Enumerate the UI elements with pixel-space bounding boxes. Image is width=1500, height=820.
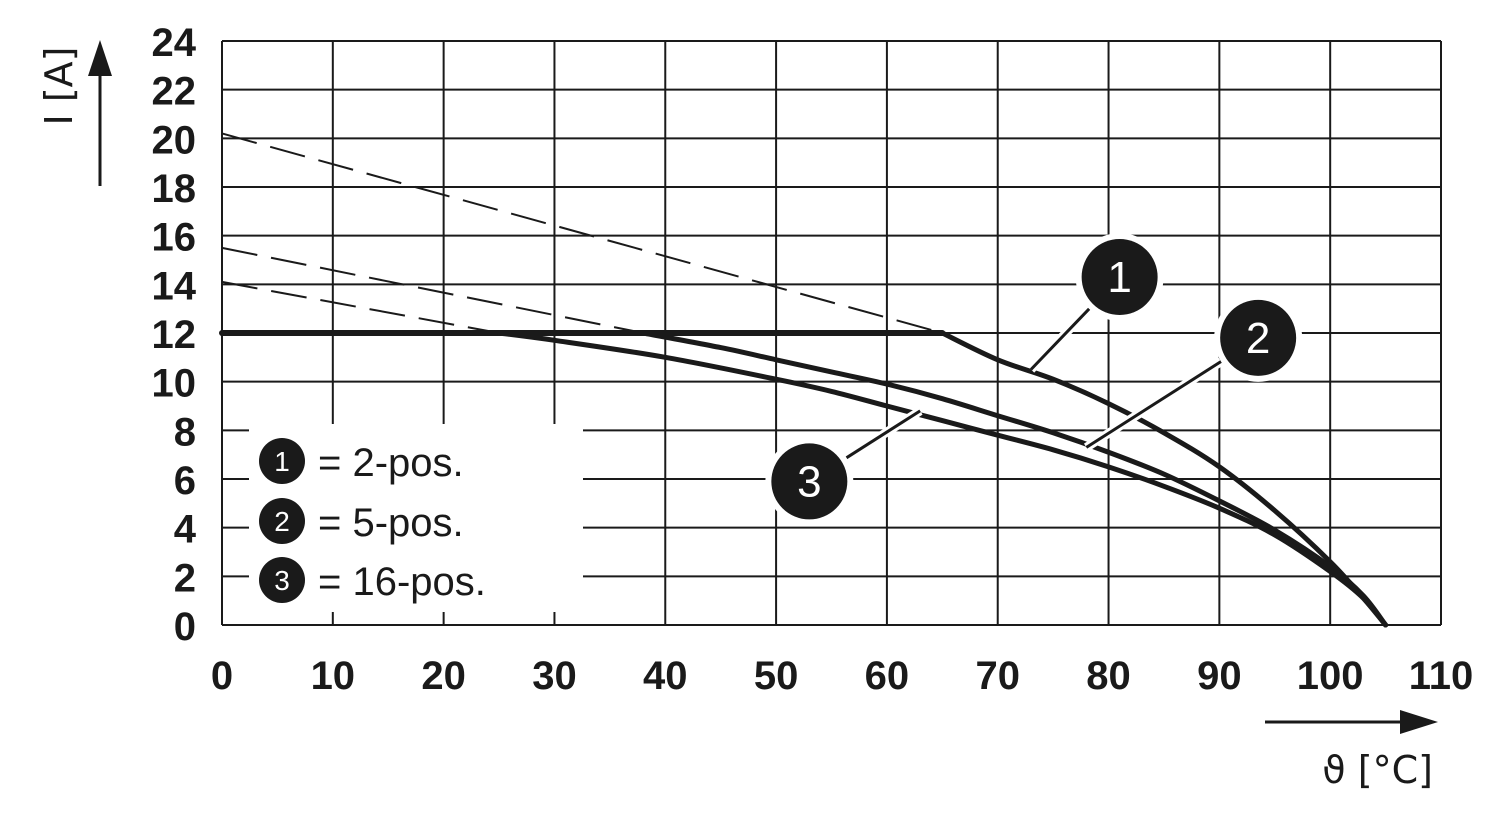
y-tick-label: 8 — [174, 410, 196, 454]
legend-badge-label: 3 — [274, 565, 290, 596]
y-tick-label: 20 — [152, 118, 197, 162]
curves — [219, 330, 1389, 628]
callout-label-3: 3 — [797, 457, 821, 506]
y-tick-label: 2 — [174, 556, 196, 600]
dashed-extension-2 — [221, 246, 644, 334]
callouts: 1 2 3 — [765, 233, 1303, 526]
y-tick-label: 16 — [152, 216, 197, 260]
callout-label-2: 2 — [1246, 314, 1270, 363]
legend-badge-1 — [259, 438, 305, 484]
callout-leader-3 — [845, 409, 921, 460]
callout-badge-3 — [771, 443, 848, 520]
legend-entry-1: 1 = 2-pos. — [259, 438, 464, 485]
legend-text: = 16-pos. — [318, 560, 486, 604]
y-tick-label: 18 — [152, 167, 197, 211]
y-tick-label: 12 — [152, 313, 197, 357]
grid — [221, 40, 1442, 626]
y-tick-label: 14 — [152, 264, 197, 308]
x-tick-label: 50 — [754, 654, 799, 698]
legend-badge-label: 2 — [274, 506, 290, 537]
y-tick-label: 24 — [152, 21, 197, 65]
y-axis-label: I [A] — [37, 47, 81, 126]
dashed-extension-1 — [221, 132, 943, 334]
y-axis-arrow-head — [88, 40, 112, 76]
x-tick-label: 20 — [421, 654, 466, 698]
legend-badge-label: 1 — [274, 446, 290, 477]
legend-text: = 2-pos. — [318, 441, 464, 485]
series-line-2 — [640, 330, 1389, 628]
dashed-extensions — [221, 132, 943, 334]
legend-badge-3 — [259, 557, 305, 603]
x-tick-label: 110 — [1409, 654, 1474, 698]
legend-entry-3: 3 = 16-pos. — [259, 557, 486, 604]
y-tick-label: 6 — [174, 459, 196, 503]
legend: 1 = 2-pos. 2 = 5-pos. 3 = 16-pos. — [249, 424, 583, 612]
callout-label-1: 1 — [1107, 253, 1131, 302]
y-tick-label: 0 — [174, 605, 196, 649]
callout-badge-2 — [1220, 299, 1297, 376]
y-tick-label: 4 — [174, 508, 197, 552]
callout-leader-2 — [1085, 360, 1222, 449]
y-tick-label: 10 — [152, 362, 197, 406]
y-tick-label: 22 — [152, 70, 197, 114]
x-tick-label: 10 — [311, 654, 356, 698]
legend-badge-2 — [259, 498, 305, 544]
x-tick-label: 70 — [975, 654, 1020, 698]
x-tick-label: 100 — [1297, 654, 1364, 698]
callout-leader-1 — [1029, 307, 1091, 371]
x-tick-label: 0 — [211, 654, 233, 698]
legend-entry-2: 2 = 5-pos. — [259, 498, 464, 545]
x-tick-label: 80 — [1086, 654, 1131, 698]
series-line-3 — [496, 330, 1389, 628]
x-axis-arrow-head — [1400, 710, 1438, 734]
callout-badge-1 — [1081, 239, 1158, 316]
legend-text: = 5-pos. — [318, 501, 464, 545]
x-tick-label: 60 — [865, 654, 910, 698]
tick-labels: 0 10 20 30 40 50 60 70 80 90 100 110024681012141618… — [152, 21, 1474, 698]
x-tick-label: 30 — [532, 654, 577, 698]
dashed-extension-3 — [221, 280, 500, 334]
x-axis-label: ϑ [°C] — [1322, 748, 1433, 792]
x-tick-label: 40 — [643, 654, 688, 698]
x-tick-label: 90 — [1197, 654, 1242, 698]
